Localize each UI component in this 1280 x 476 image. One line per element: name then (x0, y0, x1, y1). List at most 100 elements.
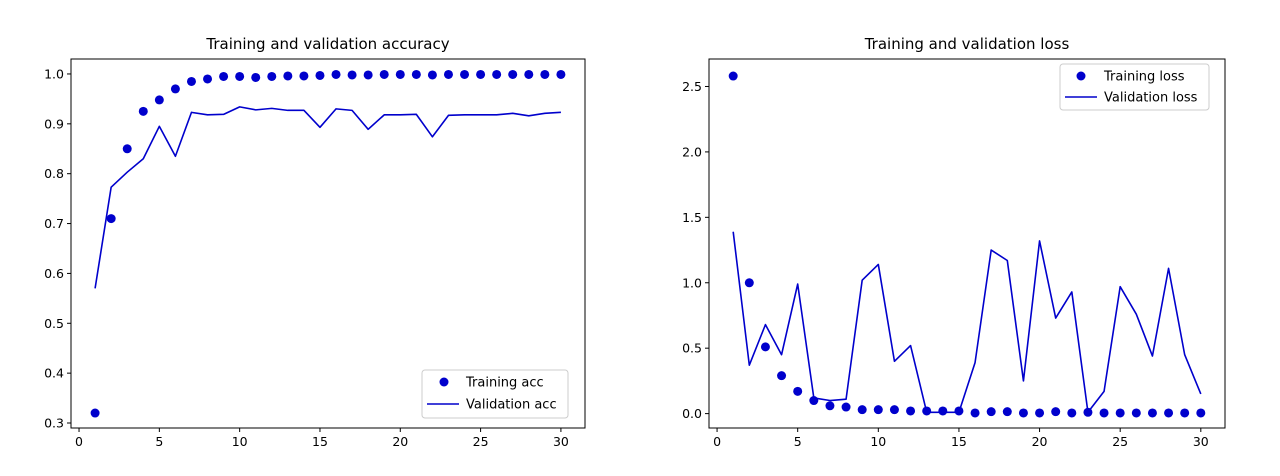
loss-chart-marks (728, 71, 1206, 418)
point-loss-training-20 (1035, 408, 1045, 418)
legend-label-training-loss: Training loss (1103, 70, 1185, 85)
y-tick-label-loss-2: 1.0 (682, 275, 702, 290)
accuracy-chart-legend: Training acc Validation acc (421, 369, 569, 419)
point-acc-training-19 (379, 69, 389, 79)
x-tick-label-loss-10: 10 (870, 434, 886, 449)
point-acc-training-30 (556, 69, 566, 79)
y-tick-label-acc-6: 0.9 (44, 116, 64, 131)
x-tick-label-loss-0: 0 (713, 434, 721, 449)
x-tick-label-loss-5: 5 (794, 434, 802, 449)
x-tick-label-acc-0: 0 (75, 434, 83, 449)
y-tick-label-acc-2: 0.5 (44, 316, 64, 331)
y-tick-label-acc-4: 0.7 (44, 216, 64, 231)
y-tick-label-acc-7: 1.0 (44, 66, 64, 81)
legend-marker-training-acc (439, 377, 449, 387)
point-loss-training-24 (1099, 408, 1109, 418)
accuracy-chart-ticks: 0 5 10 15 20 25 30 0.3 0.4 0.5 0.6 0.7 0.8 0.9 1.0 (44, 66, 569, 449)
point-loss-training-3 (760, 342, 770, 352)
accuracy-chart-marks (90, 69, 566, 418)
point-loss-training-19 (1018, 408, 1028, 418)
point-loss-training-28 (1164, 408, 1174, 418)
accuracy-chart-frame (70, 58, 586, 429)
y-tick-label-loss-4: 2.0 (682, 144, 702, 159)
legend-marker-training-loss (1076, 71, 1086, 81)
point-acc-training-3 (122, 144, 132, 154)
point-acc-training-12 (267, 71, 277, 81)
point-loss-training-11 (889, 405, 899, 415)
series-line-loss-validation (732, 231, 1202, 414)
y-tick-label-acc-5: 0.8 (44, 166, 64, 181)
point-loss-training-5 (793, 386, 803, 396)
point-acc-training-17 (347, 70, 357, 80)
point-acc-training-1 (90, 408, 100, 418)
x-tick-label-loss-30: 30 (1193, 434, 1209, 449)
x-tick-label-acc-15: 15 (312, 434, 328, 449)
legend-label-training-acc: Training acc (465, 376, 544, 391)
point-loss-training-27 (1147, 408, 1157, 418)
point-acc-training-28 (524, 69, 534, 79)
point-acc-training-23 (443, 69, 453, 79)
point-loss-training-30 (1196, 408, 1206, 418)
loss-legend-box (1059, 63, 1210, 111)
point-loss-training-9 (857, 405, 867, 415)
point-loss-training-22 (1067, 408, 1077, 418)
point-acc-training-25 (476, 69, 486, 79)
point-acc-training-6 (170, 84, 180, 94)
x-tick-label-acc-25: 25 (473, 434, 489, 449)
point-acc-training-7 (186, 76, 196, 86)
point-loss-training-17 (986, 407, 996, 417)
accuracy-legend-box (421, 369, 569, 419)
point-loss-training-1 (728, 71, 738, 81)
x-tick-label-acc-20: 20 (392, 434, 408, 449)
point-loss-training-14 (938, 406, 948, 416)
point-loss-training-21 (1051, 407, 1061, 417)
point-loss-training-10 (873, 405, 883, 415)
point-acc-training-13 (283, 71, 293, 81)
point-loss-training-29 (1180, 408, 1190, 418)
point-acc-training-2 (106, 214, 116, 224)
y-tick-label-acc-0: 0.3 (44, 416, 64, 431)
y-tick-label-loss-3: 1.5 (682, 210, 702, 225)
point-acc-training-8 (203, 74, 213, 84)
loss-chart-ticks: 0 5 10 15 20 25 30 0.0 0.5 1.0 1.5 2.0 2.5 (682, 79, 1209, 449)
accuracy-chart-title: Training and validation accuracy (205, 35, 449, 53)
point-acc-training-15 (315, 70, 325, 80)
loss-chart-title: Training and validation loss (864, 35, 1070, 53)
point-loss-training-4 (777, 371, 787, 381)
legend-label-validation-loss: Validation loss (1104, 91, 1198, 106)
point-acc-training-24 (460, 69, 470, 79)
point-loss-training-7 (825, 401, 835, 411)
point-acc-training-21 (411, 69, 421, 79)
point-acc-training-14 (299, 71, 309, 81)
x-tick-label-loss-15: 15 (951, 434, 967, 449)
point-acc-training-26 (492, 69, 502, 79)
point-acc-training-27 (508, 69, 518, 79)
point-acc-training-10 (235, 71, 245, 81)
y-tick-label-loss-0: 0.0 (682, 406, 702, 421)
x-tick-label-loss-25: 25 (1112, 434, 1128, 449)
y-tick-label-loss-1: 0.5 (682, 341, 702, 356)
point-acc-training-29 (540, 69, 550, 79)
point-loss-training-26 (1131, 408, 1141, 418)
loss-chart-frame (708, 58, 1226, 429)
point-acc-training-22 (427, 70, 437, 80)
x-tick-label-acc-10: 10 (232, 434, 248, 449)
y-tick-label-loss-5: 2.5 (682, 79, 702, 94)
point-loss-training-2 (744, 278, 754, 288)
x-tick-label-acc-5: 5 (155, 434, 163, 449)
legend-label-validation-acc: Validation acc (466, 398, 557, 413)
point-acc-training-11 (251, 72, 261, 82)
series-line-acc-validation (94, 106, 561, 289)
loss-chart: Training and validation loss 0 5 10 15 20 25 3… (682, 35, 1226, 449)
point-loss-training-8 (841, 402, 851, 412)
point-loss-training-25 (1115, 408, 1125, 418)
point-acc-training-20 (395, 69, 405, 79)
accuracy-chart: Training and validation accuracy 0 5 10 15 2… (44, 35, 586, 449)
point-acc-training-4 (138, 106, 148, 116)
x-tick-label-acc-30: 30 (553, 434, 569, 449)
y-tick-label-acc-1: 0.4 (44, 366, 64, 381)
point-loss-training-12 (906, 406, 916, 416)
point-acc-training-9 (219, 71, 229, 81)
point-acc-training-16 (331, 69, 341, 79)
